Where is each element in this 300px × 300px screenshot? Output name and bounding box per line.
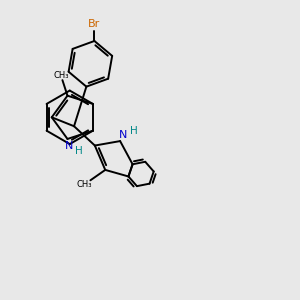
Text: Br: Br xyxy=(88,19,100,29)
Text: CH₃: CH₃ xyxy=(53,70,68,80)
Text: N: N xyxy=(65,141,73,152)
Text: H: H xyxy=(130,126,138,136)
Text: H: H xyxy=(75,146,82,156)
Text: N: N xyxy=(119,130,127,140)
Text: CH₃: CH₃ xyxy=(76,180,92,189)
